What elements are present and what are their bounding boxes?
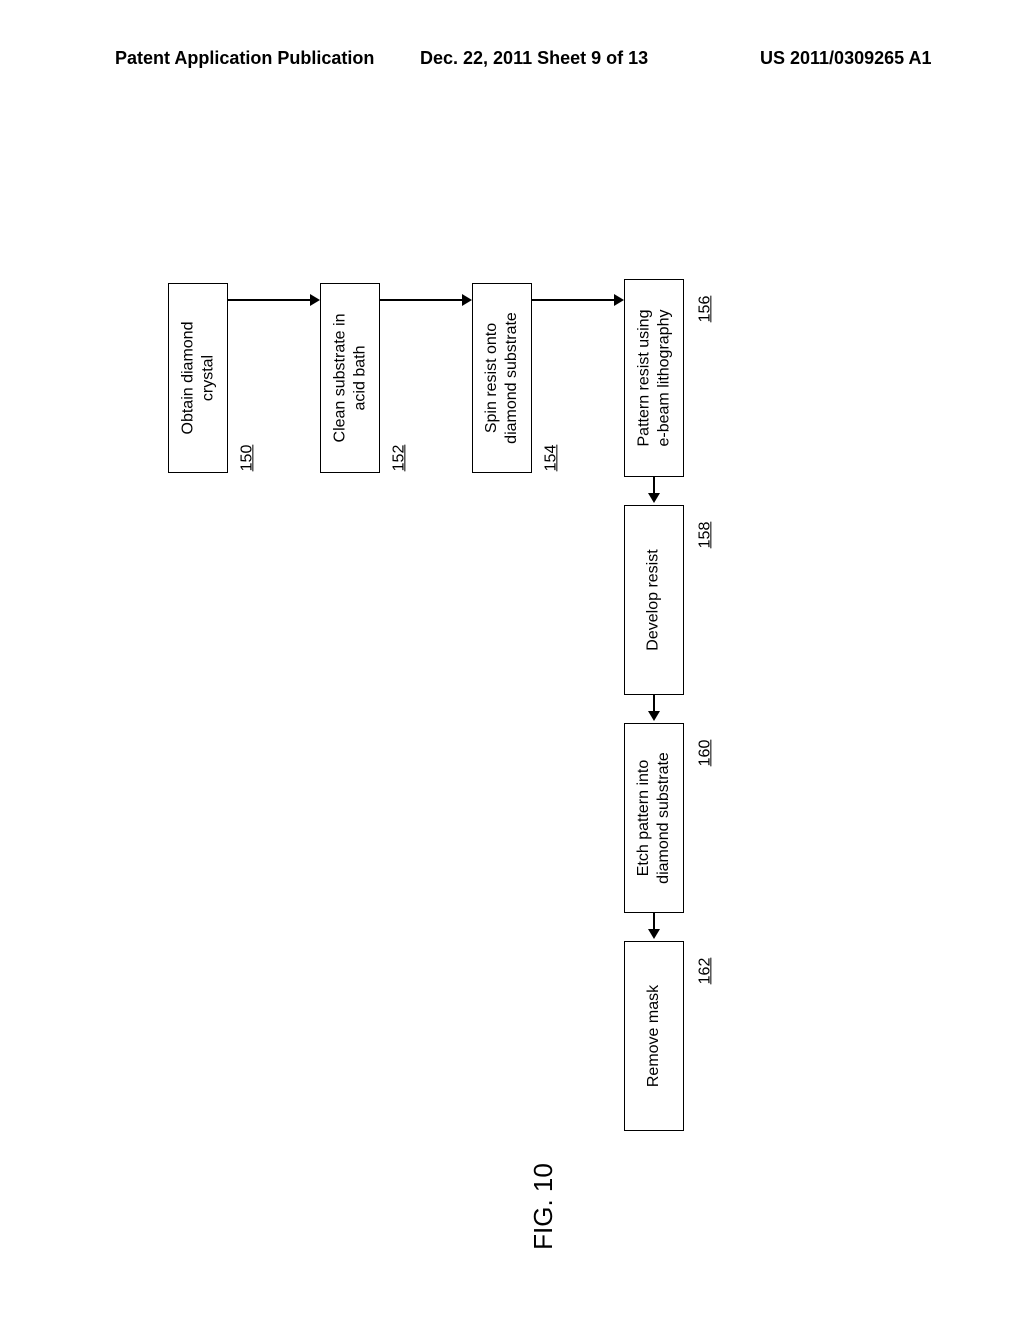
flow-node-158-num: 158 xyxy=(696,522,714,549)
flow-node-150: Obtain diamond crystal xyxy=(168,283,228,473)
flow-node-160-label: Etch pattern into diamond substrate xyxy=(634,752,674,884)
flow-node-156-num: 156 xyxy=(696,296,714,323)
flow-node-152-label: Clean substrate in acid bath xyxy=(330,314,370,443)
page: Patent Application Publication Dec. 22, … xyxy=(0,0,1024,1320)
flow-node-156-label: Pattern resist using e-beam lithography xyxy=(634,310,674,447)
page-header: Patent Application Publication Dec. 22, … xyxy=(0,48,1024,78)
edge-152-154-arrow xyxy=(462,294,472,306)
header-center: Dec. 22, 2011 Sheet 9 of 13 xyxy=(420,48,648,69)
edge-152-154-line xyxy=(380,299,462,301)
flow-node-156: Pattern resist using e-beam lithography xyxy=(624,279,684,477)
edge-158-160-arrow xyxy=(648,711,660,721)
edge-154-156-arrow xyxy=(614,294,624,306)
flow-node-154-num: 154 xyxy=(542,445,560,472)
flow-node-154: Spin resist onto diamond substrate xyxy=(472,283,532,473)
flow-node-158: Develop resist xyxy=(624,505,684,695)
figure-caption: FIG. 10 xyxy=(528,1163,559,1250)
edge-150-152-arrow xyxy=(310,294,320,306)
flow-node-154-label: Spin resist onto diamond substrate xyxy=(482,312,522,444)
flow-node-160: Etch pattern into diamond substrate xyxy=(624,723,684,913)
flow-node-162: Remove mask xyxy=(624,941,684,1131)
flow-node-158-label: Develop resist xyxy=(644,549,664,650)
header-left: Patent Application Publication xyxy=(115,48,374,69)
edge-154-156-line xyxy=(532,299,614,301)
edge-156-158-arrow xyxy=(648,493,660,503)
header-right: US 2011/0309265 A1 xyxy=(760,48,931,69)
flow-node-152-num: 152 xyxy=(390,445,408,472)
flow-node-162-label: Remove mask xyxy=(644,985,664,1087)
edge-160-162-arrow xyxy=(648,929,660,939)
flow-node-152: Clean substrate in acid bath xyxy=(320,283,380,473)
flow-node-160-num: 160 xyxy=(696,740,714,767)
flow-node-150-label: Obtain diamond crystal xyxy=(178,322,218,435)
edge-150-152-line xyxy=(228,299,310,301)
flow-node-150-num: 150 xyxy=(238,445,256,472)
flow-node-162-num: 162 xyxy=(696,958,714,985)
